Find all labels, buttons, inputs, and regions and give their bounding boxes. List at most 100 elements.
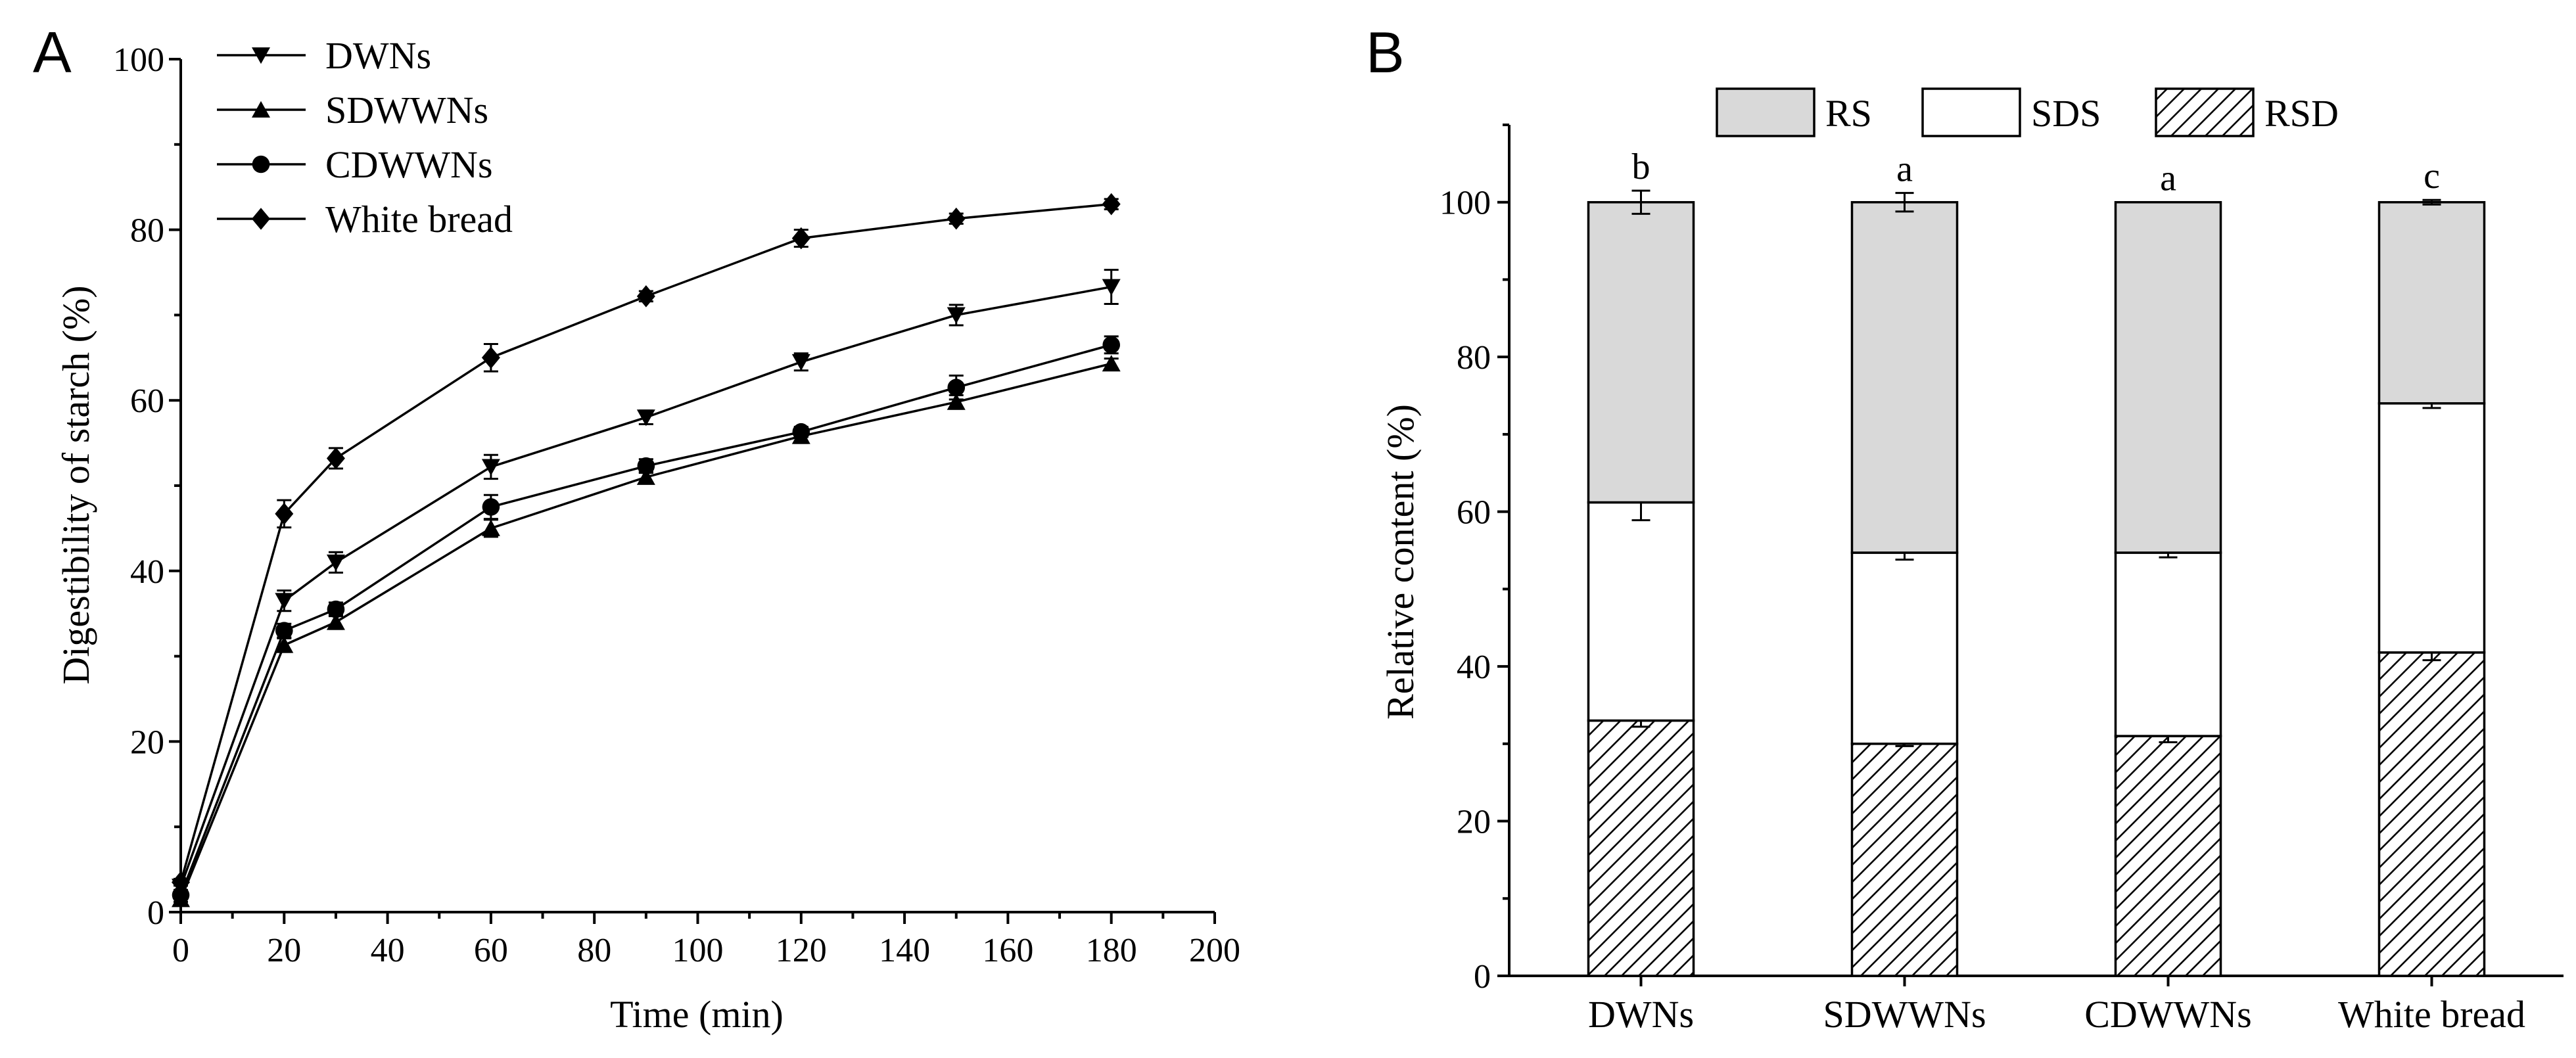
bar-segment-rs (2377, 200, 2486, 405)
data-point (326, 447, 345, 470)
panel-b-x-tick-label: White bread (2338, 993, 2525, 1036)
series-dwns (172, 269, 1121, 896)
data-point (327, 600, 345, 618)
panel-b-y-tick-label: 40 (1457, 649, 1491, 686)
legend-marker (252, 155, 270, 173)
legend-item: DWNs (217, 34, 431, 77)
panel-a-axes: 0 20 40 60 80 100 120 140 160 180 200 0 20 40 60 80 100 (113, 41, 1240, 969)
data-point (791, 227, 810, 250)
panel-a-y-tick-label: 0 (147, 894, 164, 932)
data-point (481, 519, 500, 536)
bar-segment-sds (1850, 551, 1959, 745)
panel-a-x-tick-label: 60 (474, 932, 508, 969)
legend-marker (252, 208, 270, 230)
legend-label: SDS (2031, 92, 2101, 135)
panel-a-x-tick-label: 200 (1189, 932, 1240, 969)
series-line (179, 362, 1112, 900)
series-sdwwns (172, 355, 1121, 908)
data-point (275, 622, 293, 639)
data-point (792, 423, 810, 441)
series-white-bread (172, 193, 1121, 894)
data-point (636, 468, 655, 485)
error-bar (1895, 192, 1914, 213)
panel-a-series (172, 193, 1121, 908)
legend-label: RS (1825, 92, 1872, 135)
legend-swatch (1921, 87, 2021, 137)
legend-label: CDWWNs (325, 143, 493, 186)
panel-a-x-tick-label: 40 (371, 932, 405, 969)
bar-segment-sds (1587, 501, 1695, 722)
bar-stack-cdwwns: bcca (2114, 158, 2222, 977)
panel-a-y-tick-label: 20 (130, 724, 164, 761)
legend-label: SDWWNs (325, 89, 488, 131)
data-point (1102, 336, 1120, 354)
panel-b-x-tick-label: DWNs (1588, 993, 1694, 1036)
data-point (636, 285, 655, 308)
panel-a-x-tick-label: 80 (577, 932, 611, 969)
data-point (482, 498, 500, 516)
panel-b-y-tick-label: 100 (1440, 185, 1491, 222)
data-point (1102, 193, 1121, 216)
data-point (172, 871, 190, 894)
bar-segment-rs (1587, 200, 1695, 504)
data-point (275, 593, 294, 610)
panel-a-y-tick-label: 100 (113, 41, 164, 79)
panel-b-legend: RS SDS RSD (1716, 87, 2339, 137)
legend-item: White bread (217, 198, 513, 241)
significance-letter: a (1896, 149, 1913, 190)
data-point (481, 346, 500, 369)
bar-segment-rsd (2114, 735, 2222, 977)
panel-a: A 0 20 40 60 80 100 120 140 160 180 200 0 20 40 60 80 10… (33, 20, 1240, 1036)
error-bar (1631, 189, 1651, 215)
panel-a-x-tick-label: 160 (982, 932, 1033, 969)
panel-a-x-tick-label: 140 (879, 932, 930, 969)
bar-segment-rsd (2377, 651, 2486, 977)
error-bar (2422, 198, 2441, 206)
panel-a-y-tick-label: 40 (130, 553, 164, 591)
legend-item: SDWWNs (217, 89, 488, 131)
panel-b-y-tick-label: 20 (1457, 804, 1491, 841)
panel-a-x-tick-label: 100 (672, 932, 724, 969)
panel-b-y-axis-title: Relative content (%) (1379, 404, 1422, 720)
bar-stack-dwns: bbb (1587, 147, 1695, 977)
series-line (179, 202, 1112, 883)
panel-b-letter: B (1366, 20, 1405, 85)
bar-stack-white-bread: aac (2377, 156, 2486, 977)
legend-swatch (2155, 87, 2255, 137)
bar-segment-rsd (1587, 719, 1695, 977)
bar-segment-sds (2114, 551, 2222, 737)
legend-label: White bread (325, 198, 513, 241)
bar-segment-sds (2377, 402, 2486, 654)
data-point (637, 457, 655, 475)
bar-stack-sdwwns: cbca (1850, 149, 1959, 977)
bar-segment-rs (2114, 200, 2222, 554)
panel-a-x-tick-label: 120 (776, 932, 827, 969)
panel-b-x-tick-label: CDWWNs (2084, 993, 2252, 1036)
panel-b: B 0 20 40 60 80 100 DWNs SDWWNs CDWWNs White brea… (1366, 20, 2564, 1036)
legend-item: SDS (1921, 87, 2101, 137)
legend-marker (252, 101, 270, 118)
legend-label: RSD (2264, 92, 2339, 135)
significance-letter: c (2424, 156, 2440, 196)
data-point (172, 886, 190, 904)
panel-b-y-tick-label: 0 (1474, 958, 1491, 996)
panel-a-y-tick-label: 80 (130, 212, 164, 250)
data-point (791, 354, 810, 371)
series-cdwwns (172, 335, 1120, 904)
data-point (326, 554, 345, 572)
legend-item: RSD (2155, 87, 2339, 137)
series-line (179, 285, 1112, 887)
data-point (275, 636, 294, 653)
legend-item: RS (1716, 87, 1872, 137)
data-point (1102, 355, 1121, 372)
data-point (326, 613, 345, 630)
data-point (947, 379, 966, 397)
panel-a-x-tick-label: 20 (267, 932, 301, 969)
legend-marker (252, 47, 270, 64)
data-point (1102, 279, 1121, 296)
significance-letter: b (1632, 147, 1651, 187)
data-point (481, 459, 500, 476)
panel-a-letter: A (33, 20, 72, 85)
panel-a-y-axis-title: Digestibility of starch (%) (55, 285, 97, 684)
